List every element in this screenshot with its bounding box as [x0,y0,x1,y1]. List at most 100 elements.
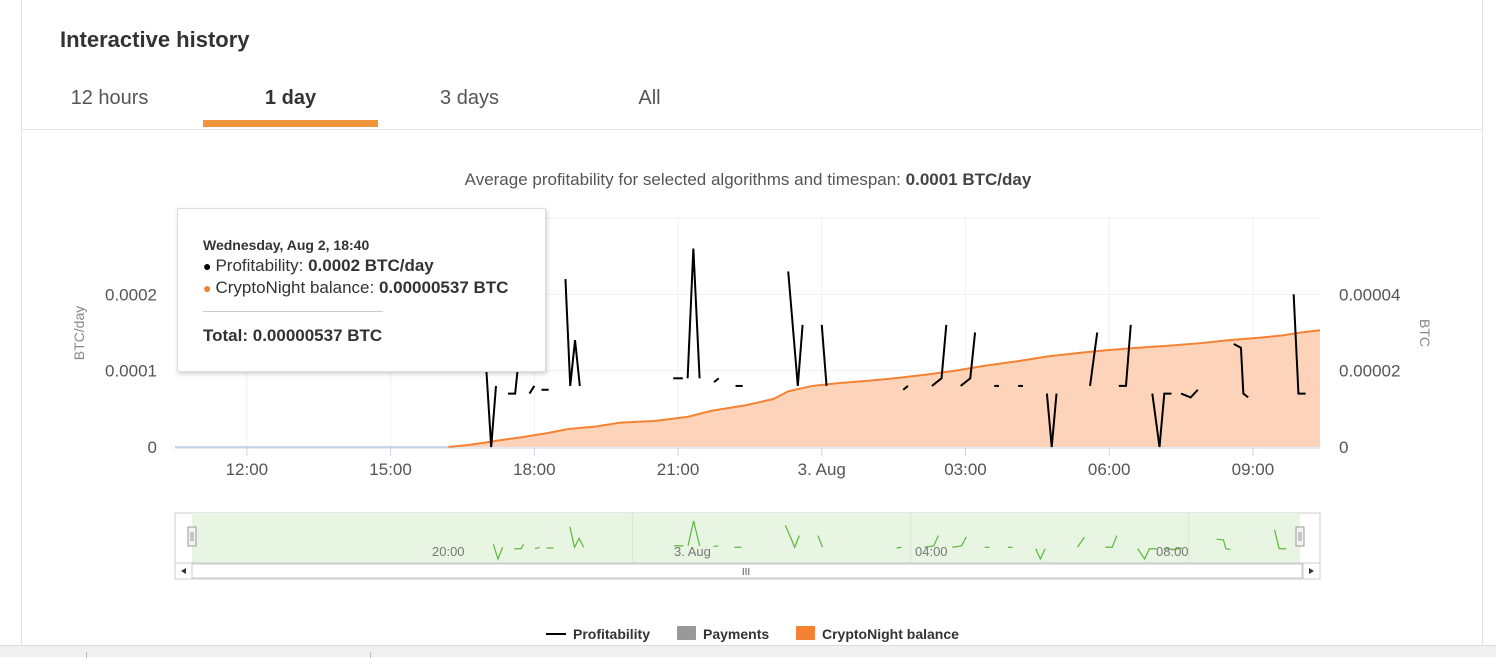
tooltip-balance-label: CryptoNight balance: [215,278,379,297]
y-right-tick-label: 0 [1339,438,1348,457]
navigator-series [1105,535,1118,548]
tooltip-total-label: Total: [203,326,253,345]
navigator-label: 04:00 [915,544,948,559]
navigator-series [924,535,939,548]
navigator-handle[interactable] [187,526,197,547]
profitability-segment [1089,332,1099,387]
profitability-segment [564,279,581,387]
legend-swatch[interactable] [796,626,815,640]
navigator-series [534,546,540,550]
navigator-series [1076,536,1085,548]
profitability-segment [931,324,948,387]
profitability-segment [1292,294,1306,395]
tab-3-days[interactable]: 3 days [382,75,557,127]
navigator-series [1273,529,1287,550]
arrow-left-icon [181,568,186,574]
x-tick-label: 09:00 [1232,460,1275,479]
interactive-history-panel: Interactive history 12 hours 1 day 3 day… [21,0,1483,650]
navigator-label: 08:00 [1156,544,1189,559]
navigator-series [896,546,902,549]
navigator-series [492,544,504,561]
navigator-handle[interactable] [1295,526,1305,547]
tab-all[interactable]: All [562,75,737,127]
navigator-series [1035,548,1046,561]
subtitle-value: 0.0001 BTC/day [905,170,1032,189]
tab-12-hours[interactable]: 12 hours [22,75,197,127]
navigator-series [952,536,967,548]
legend-swatch[interactable] [677,626,696,640]
y-left-tick-label: 0 [148,438,157,457]
x-tick-label: 03:00 [944,460,987,479]
profitability-segment [1233,343,1249,399]
tab-label: 1 day [264,87,317,109]
navigator-series [569,526,585,549]
profitability-segment [820,324,828,387]
timespan-tabs: 12 hours 1 day 3 days All [22,75,1482,130]
profitability-segment [686,248,701,379]
legend-label: Payments [703,626,769,642]
y-right-tick-label: 0.00002 [1339,362,1400,381]
profitability-segment [485,370,497,448]
profitability-segment [1118,324,1132,387]
navigator-series [1216,538,1231,551]
window-bottom-bar [0,645,1496,658]
tab-1-day[interactable]: 1 day [203,75,378,127]
navigator-series [514,544,525,550]
average-profitability-text: Average profitability for selected algor… [0,170,1496,190]
profitability-segment [507,370,519,395]
x-tick-label: 12:00 [226,460,269,479]
x-tick-label: 18:00 [513,460,556,479]
legend-label: CryptoNight balance [822,626,959,642]
navigator-series [784,525,800,549]
x-tick-label: 21:00 [657,460,700,479]
navigator-series [817,535,824,548]
legend-label: Profitability [573,626,650,642]
divider [86,652,87,658]
navigator-selection[interactable] [192,513,1300,563]
tooltip-total: Total: 0.00000537 BTC [203,326,382,346]
y-left-tick-label: 0.0001 [105,362,157,381]
divider [370,652,371,658]
profitability-segment [902,385,909,391]
panel-title: Interactive history [60,27,250,52]
navigator-series [1165,547,1182,551]
x-tick-label: 15:00 [369,460,412,479]
arrow-right-icon [1309,568,1314,574]
y-left-tick-label: 0.0002 [105,285,157,304]
navigator-series [687,520,701,546]
balance-area [448,330,1320,447]
profitability-segment [1180,389,1199,399]
profitability-segment [960,332,977,387]
tooltip-balance-row: ● CryptoNight balance: 0.00000537 BTC [203,278,508,298]
tooltip-date: Wednesday, Aug 2, 18:40 [203,237,370,253]
balance-line [447,329,1321,448]
navigator-series [713,545,719,548]
tab-label: 12 hours [70,87,149,109]
x-tick-label: 3. Aug [798,460,846,479]
tooltip-profitability-label: Profitability: [215,256,309,275]
tooltip-profitability-row: ● Profitability: 0.0002 BTC/day [203,256,434,276]
chart-tooltip: Wednesday, Aug 2, 18:40 ● Profitability: … [177,208,546,372]
navigator-label: 20:00 [432,544,465,559]
profitability-segment [1045,393,1058,448]
x-tick-label: 06:00 [1088,460,1131,479]
tab-label: All [638,87,661,109]
active-tab-underline [203,120,378,127]
y-left-axis-label: BTC/day [71,306,87,360]
profitability-segment [787,271,804,387]
subtitle-prefix: Average profitability for selected algor… [464,170,906,189]
tooltip-balance-value: 0.00000537 BTC [378,278,509,297]
scrollbar-grip-icon: III [742,567,750,578]
profitability-segment [528,385,536,395]
tooltip-profitability-value: 0.0002 BTC/day [308,256,434,275]
profitability-segment [713,377,720,383]
y-right-axis-label: BTC [1417,319,1433,347]
tab-label: 3 days [440,87,499,109]
tooltip-total-value: 0.00000537 BTC [252,326,383,345]
y-right-tick-label: 0.00004 [1339,285,1400,304]
profitability-segment [1151,392,1172,448]
bullet-icon: ● [203,280,212,296]
navigator-series [1137,548,1157,561]
bullet-icon: ● [203,258,212,274]
